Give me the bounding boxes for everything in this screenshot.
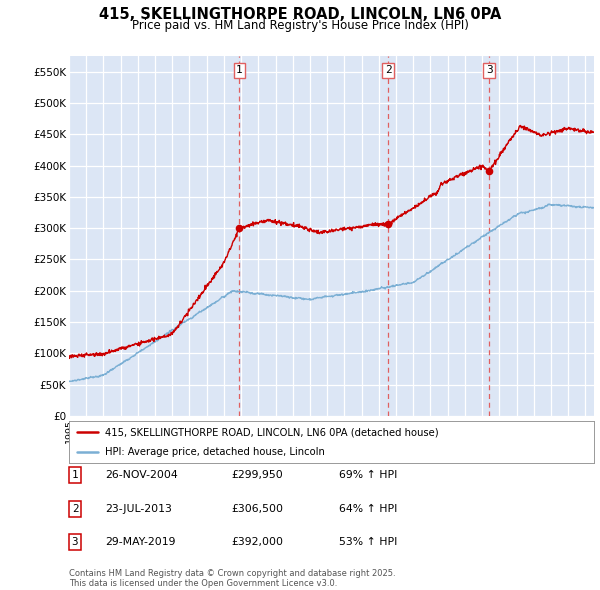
Text: 2: 2 (72, 504, 78, 513)
Text: Contains HM Land Registry data © Crown copyright and database right 2025.
This d: Contains HM Land Registry data © Crown c… (69, 569, 395, 588)
Text: HPI: Average price, detached house, Lincoln: HPI: Average price, detached house, Linc… (105, 447, 325, 457)
Text: 415, SKELLINGTHORPE ROAD, LINCOLN, LN6 0PA (detached house): 415, SKELLINGTHORPE ROAD, LINCOLN, LN6 0… (105, 427, 439, 437)
Text: £392,000: £392,000 (231, 537, 283, 546)
Text: 23-JUL-2013: 23-JUL-2013 (105, 504, 172, 513)
Text: £306,500: £306,500 (231, 504, 283, 513)
Text: 1: 1 (236, 65, 243, 76)
Text: 1: 1 (72, 470, 78, 480)
Text: 29-MAY-2019: 29-MAY-2019 (105, 537, 176, 546)
Text: 415, SKELLINGTHORPE ROAD, LINCOLN, LN6 0PA: 415, SKELLINGTHORPE ROAD, LINCOLN, LN6 0… (99, 7, 501, 22)
Text: 3: 3 (72, 537, 78, 546)
Text: £299,950: £299,950 (231, 470, 283, 480)
Text: 26-NOV-2004: 26-NOV-2004 (105, 470, 178, 480)
Text: 69% ↑ HPI: 69% ↑ HPI (339, 470, 397, 480)
Text: Price paid vs. HM Land Registry's House Price Index (HPI): Price paid vs. HM Land Registry's House … (131, 19, 469, 32)
Text: 53% ↑ HPI: 53% ↑ HPI (339, 537, 397, 546)
Text: 64% ↑ HPI: 64% ↑ HPI (339, 504, 397, 513)
Text: 3: 3 (486, 65, 493, 76)
Text: 2: 2 (385, 65, 392, 76)
